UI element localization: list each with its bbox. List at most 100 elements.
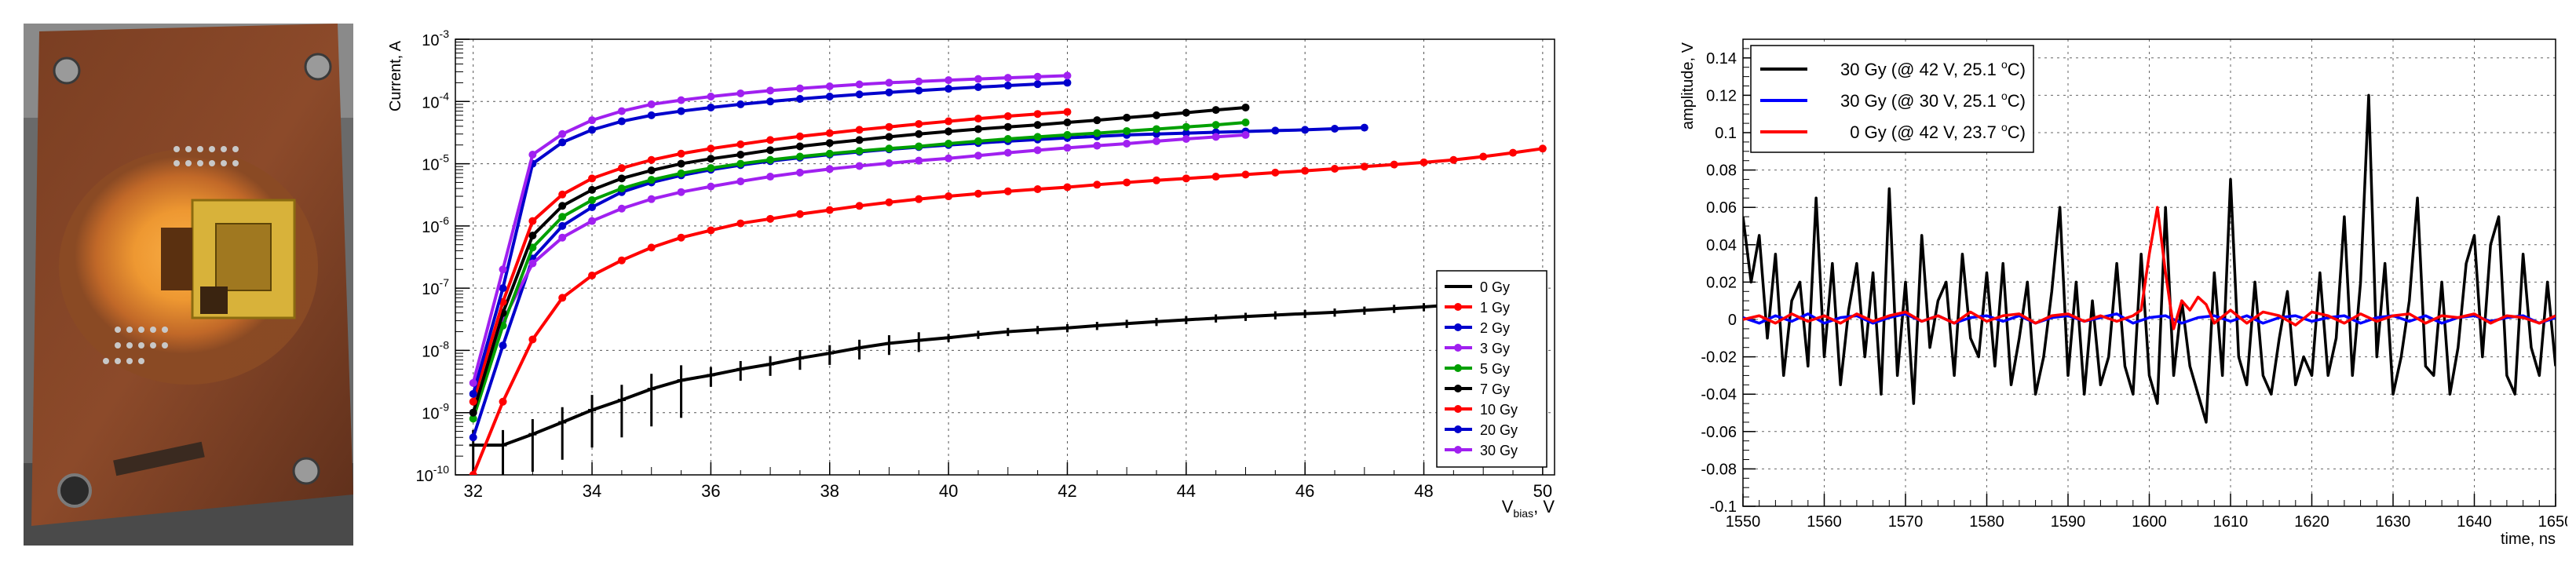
legend-marker: [1454, 364, 1462, 372]
data-point: [736, 140, 745, 148]
data-point: [825, 206, 834, 214]
data-point: [1033, 133, 1042, 141]
legend-label: 2 Gy: [1480, 320, 1510, 336]
legend-label: 30 Gy (@ 30 V, 25.1 oC): [1840, 89, 2026, 111]
data-point: [945, 154, 953, 162]
data-point: [766, 214, 775, 223]
data-point: [707, 182, 715, 191]
data-point: [915, 86, 923, 95]
x-tick-label: 46: [1295, 481, 1314, 501]
data-point: [1003, 112, 1012, 121]
data-point: [1182, 129, 1190, 137]
series-group: [469, 71, 1547, 475]
data-point: [736, 177, 745, 186]
waveform-chart: 1550 1560 1570 1580 1590 1600 1610 1620 1630 1640…: [1679, 38, 2567, 548]
x-axis-label: Vbias, V: [1502, 497, 1555, 520]
data-point: [1033, 72, 1042, 81]
data-point: [974, 75, 982, 83]
legend-label: 5 Gy: [1480, 361, 1510, 377]
data-point: [707, 144, 715, 153]
data-point: [795, 95, 804, 104]
sensor-board-photo: [24, 24, 353, 546]
data-point: [855, 90, 864, 99]
series-line: [471, 147, 1544, 475]
mounting-screws: [53, 53, 332, 508]
data-point: [1360, 162, 1368, 171]
data-point: [974, 137, 982, 145]
data-point: [1241, 103, 1250, 111]
y-tick-label: 0.1: [1715, 125, 1737, 142]
legend-marker: [1454, 303, 1462, 311]
x-tick-label: 1580: [1969, 513, 2004, 531]
data-point: [558, 138, 567, 147]
legend-marker: [1454, 323, 1462, 331]
data-point: [766, 155, 775, 164]
data-point: [766, 146, 775, 155]
data-point: [974, 151, 982, 160]
data-point: [617, 107, 626, 115]
data-point: [1390, 160, 1398, 169]
data-point: [677, 169, 685, 177]
data-point: [1182, 135, 1190, 144]
data-point: [1241, 119, 1250, 127]
data-point: [1152, 125, 1160, 133]
data-point: [885, 159, 893, 167]
legend-marker: [1454, 405, 1462, 413]
data-point: [795, 168, 804, 177]
data-point: [469, 378, 477, 387]
y-tick-label: 0: [1728, 312, 1737, 329]
series-3-gy: [469, 130, 1250, 417]
x-tick-label: 1630: [2376, 513, 2411, 531]
data-point: [1241, 130, 1250, 139]
data-point: [795, 210, 804, 218]
data-point: [855, 202, 864, 210]
series-line-2: [1743, 206, 2556, 330]
data-point: [558, 221, 567, 230]
x-tick-label: 50: [1533, 481, 1552, 501]
data-point: [795, 142, 804, 151]
data-point: [766, 97, 775, 106]
data-point: [825, 149, 834, 158]
data-point: [499, 284, 507, 293]
data-point: [885, 133, 893, 141]
legend-label: 30 Gy (@ 42 V, 25.1 oC): [1840, 58, 2026, 79]
x-tick-label: 1570: [1888, 513, 1924, 531]
data-point: [588, 116, 597, 125]
data-point: [766, 136, 775, 144]
data-point: [915, 142, 923, 151]
x-tick-label: 34: [583, 481, 601, 501]
data-point: [647, 243, 656, 252]
x-tick-label: 38: [820, 481, 839, 501]
data-point: [1123, 140, 1131, 148]
legend-marker: [1454, 425, 1462, 433]
legend-marker: [1454, 446, 1462, 454]
data-point: [1241, 170, 1250, 179]
data-point: [1033, 121, 1042, 130]
data-point: [677, 188, 685, 196]
data-point: [499, 397, 507, 406]
data-point: [1152, 137, 1160, 145]
data-point: [1301, 126, 1310, 134]
data-point: [1033, 146, 1042, 155]
data-point: [558, 213, 567, 221]
y-axis-label: amplitude, V: [1679, 42, 1697, 130]
data-point: [1033, 184, 1042, 193]
data-point: [1093, 181, 1102, 189]
x-tick-label: 1610: [2213, 513, 2249, 531]
data-point: [617, 256, 626, 265]
series-0-gy: [469, 294, 1547, 475]
data-point: [885, 78, 893, 87]
data-point: [1093, 141, 1102, 150]
y-tick-label: 0.08: [1706, 162, 1737, 180]
data-point: [945, 117, 953, 126]
y-tick-label: 0.04: [1706, 237, 1737, 254]
y-tick-label: 10-6: [422, 214, 449, 236]
data-point: [1331, 164, 1339, 173]
data-point: [528, 243, 537, 252]
data-point: [1211, 121, 1220, 130]
data-point: [915, 119, 923, 128]
data-point: [1063, 78, 1072, 87]
data-point: [945, 127, 953, 136]
x-tick-label: 32: [463, 481, 482, 501]
legend-label: 10 Gy: [1480, 402, 1518, 418]
